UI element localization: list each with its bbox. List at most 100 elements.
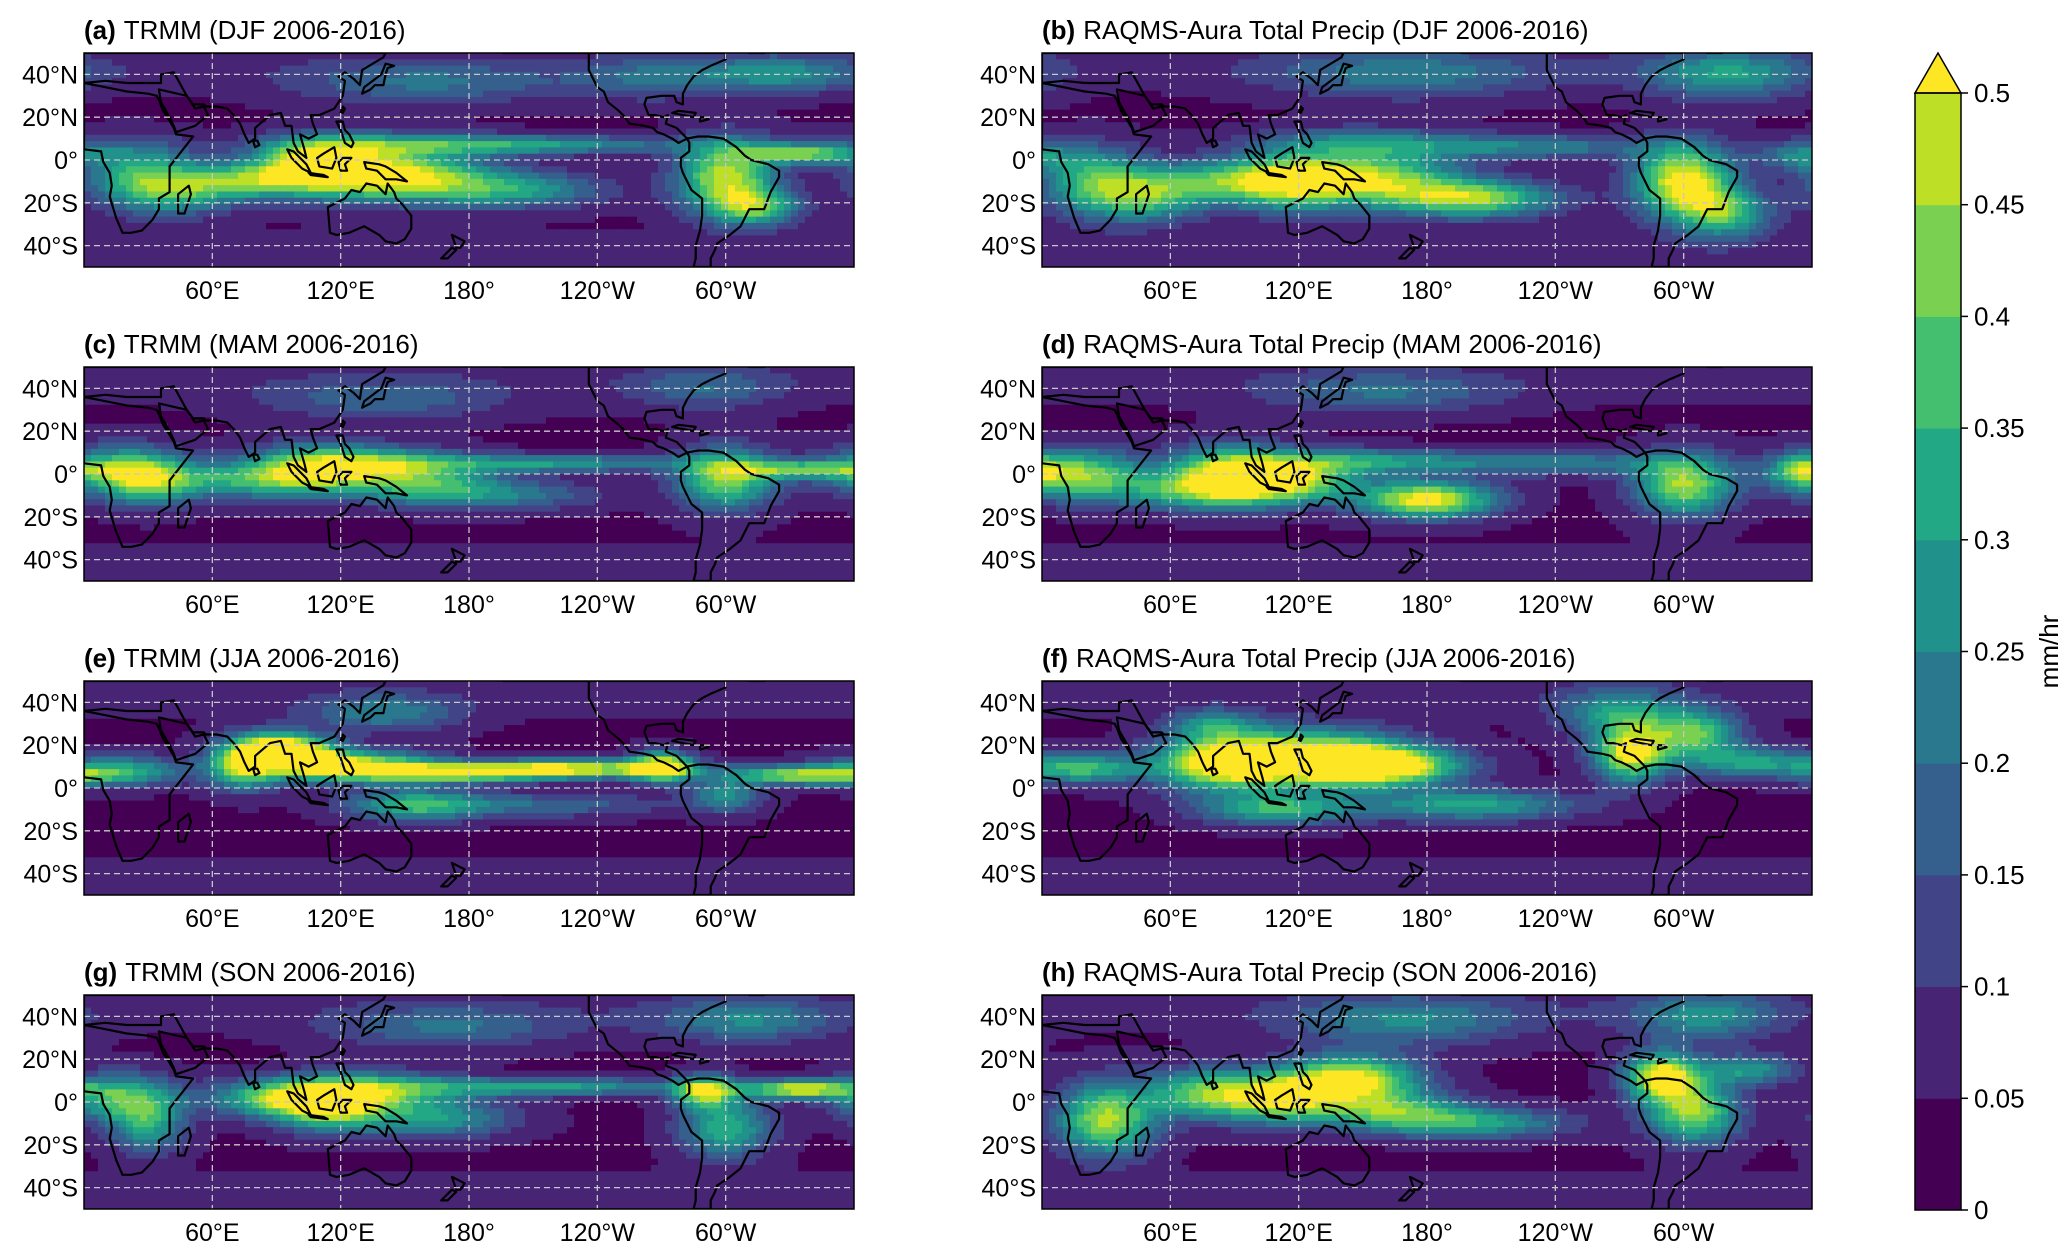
coastline	[1319, 376, 1354, 409]
coastline	[1460, 367, 1685, 458]
coastline	[440, 1188, 458, 1202]
lon-tick-label: 180°	[443, 591, 495, 619]
coastline	[450, 233, 466, 249]
coastline	[679, 763, 781, 895]
coastline	[1042, 995, 1345, 1101]
colorbar: 0 0.05 0.1 0.15 0.2 0.25 0.3 0.35 0.4 0.45 0.5 mm/h…	[1913, 51, 2064, 1225]
coastline	[1319, 1004, 1354, 1037]
coastline	[335, 1062, 355, 1091]
panel-title: (b) RAQMS-Aura Total Precip (DJF 2006-201…	[1042, 15, 1588, 45]
panel-title-text: RAQMS-Aura Total Precip (JJA 2006-2016)	[1076, 643, 1576, 673]
coastline	[1284, 1124, 1371, 1187]
map-frame	[1041, 366, 1813, 582]
gridlines	[1042, 995, 1812, 1209]
coastline	[84, 53, 387, 159]
coastline	[316, 146, 338, 170]
lat-tick-label: 20°S	[24, 190, 78, 218]
coastline	[440, 246, 458, 260]
colorbar-tick-label: 0	[1974, 1195, 1988, 1225]
colorbar-tick-label: 0.25	[1974, 637, 2025, 667]
colorbar-segment	[1915, 651, 1961, 764]
coastline	[1042, 681, 1345, 787]
coastline	[1209, 453, 1219, 463]
lat-tick-label: 20°S	[24, 504, 78, 532]
coastline	[361, 376, 396, 409]
coastline	[1297, 419, 1304, 428]
coastline	[1629, 1051, 1655, 1061]
lon-tick-label: 60°E	[185, 591, 239, 619]
coastline	[1135, 498, 1150, 529]
coastline	[1637, 449, 1739, 581]
lat-tick-label: 40°N	[22, 61, 78, 89]
colorbar-tick-label: 0.35	[1974, 413, 2025, 443]
lon-tick-label: 180°	[1401, 277, 1453, 305]
lon-tick-label: 120°W	[560, 905, 636, 933]
coastline	[1321, 1103, 1367, 1125]
lat-tick-label: 20°S	[982, 818, 1036, 846]
coastline	[361, 1004, 396, 1037]
lon-tick-label: 120°W	[560, 277, 636, 305]
lon-tick-label: 60°E	[1143, 277, 1197, 305]
lon-tick-label: 60°W	[1653, 1219, 1715, 1247]
lat-tick-label: 0°	[1012, 1089, 1036, 1117]
panel-title: (f) RAQMS-Aura Total Precip (JJA 2006-201…	[1042, 643, 1576, 673]
lon-tick-label: 180°	[1401, 1219, 1453, 1247]
panel-tag: (c)	[84, 329, 116, 359]
colorbar-segment	[1915, 763, 1961, 876]
coastline	[1321, 161, 1367, 183]
gridlines	[1042, 53, 1812, 267]
panel-title-text: RAQMS-Aura Total Precip (SON 2006-2016)	[1083, 957, 1597, 987]
lon-tick-label: 180°	[443, 1219, 495, 1247]
lat-tick-label: 40°S	[24, 233, 78, 261]
colorbar-tick-label: 0.5	[1974, 78, 2010, 108]
lon-tick-label: 60°W	[1653, 905, 1715, 933]
coastline	[339, 105, 346, 114]
coastline	[1321, 789, 1367, 811]
coastline	[1398, 246, 1416, 260]
coastline	[1274, 146, 1296, 170]
coastline	[1629, 423, 1655, 433]
coastline	[1706, 367, 1724, 369]
panel-tag: (a)	[84, 15, 116, 45]
colorbar-segment	[1915, 986, 1961, 1099]
colorbar-segment	[1915, 204, 1961, 317]
map-frame	[83, 52, 855, 268]
coastline	[1398, 1188, 1416, 1202]
panel-title-text: TRMM (DJF 2006-2016)	[124, 15, 406, 45]
colorbar-extend-arrow	[1913, 51, 1963, 94]
coastline	[1706, 995, 1724, 997]
coastline	[1135, 184, 1150, 215]
coastline	[326, 1124, 413, 1187]
panel-title: (a) TRMM (DJF 2006-2016)	[84, 15, 406, 45]
coastline	[1398, 560, 1416, 574]
lat-tick-label: 20°N	[980, 1046, 1036, 1074]
coastline	[177, 1126, 192, 1157]
coastline	[363, 475, 409, 497]
lon-tick-label: 120°W	[560, 591, 636, 619]
coastlines	[1042, 681, 1739, 895]
colorbar-tick-label: 0.05	[1974, 1083, 2025, 1113]
coastlines	[84, 53, 781, 267]
coastline	[335, 748, 355, 777]
coastline	[177, 184, 192, 215]
coastline	[361, 690, 396, 723]
map-panel: (d) RAQMS-Aura Total Precip (MAM 2006-201…	[980, 329, 1813, 619]
coastlines	[1042, 53, 1739, 267]
lat-tick-label: 40°S	[24, 1175, 78, 1203]
coastline	[1297, 733, 1304, 742]
coastline	[1042, 81, 1153, 234]
lon-tick-label: 120°E	[306, 1219, 374, 1247]
coastline	[1295, 156, 1311, 172]
coastlines	[84, 681, 781, 895]
coastline	[1274, 1088, 1296, 1112]
coastline	[1293, 748, 1313, 777]
panel-tag: (b)	[1042, 15, 1075, 45]
coastline	[84, 81, 195, 234]
coastline	[1284, 182, 1371, 245]
coastline	[307, 171, 329, 179]
panel-title-text: TRMM (MAM 2006-2016)	[124, 329, 419, 359]
coastline	[1637, 1077, 1739, 1209]
coastline	[679, 135, 781, 267]
lon-tick-label: 180°	[1401, 591, 1453, 619]
coastline	[1319, 62, 1354, 95]
